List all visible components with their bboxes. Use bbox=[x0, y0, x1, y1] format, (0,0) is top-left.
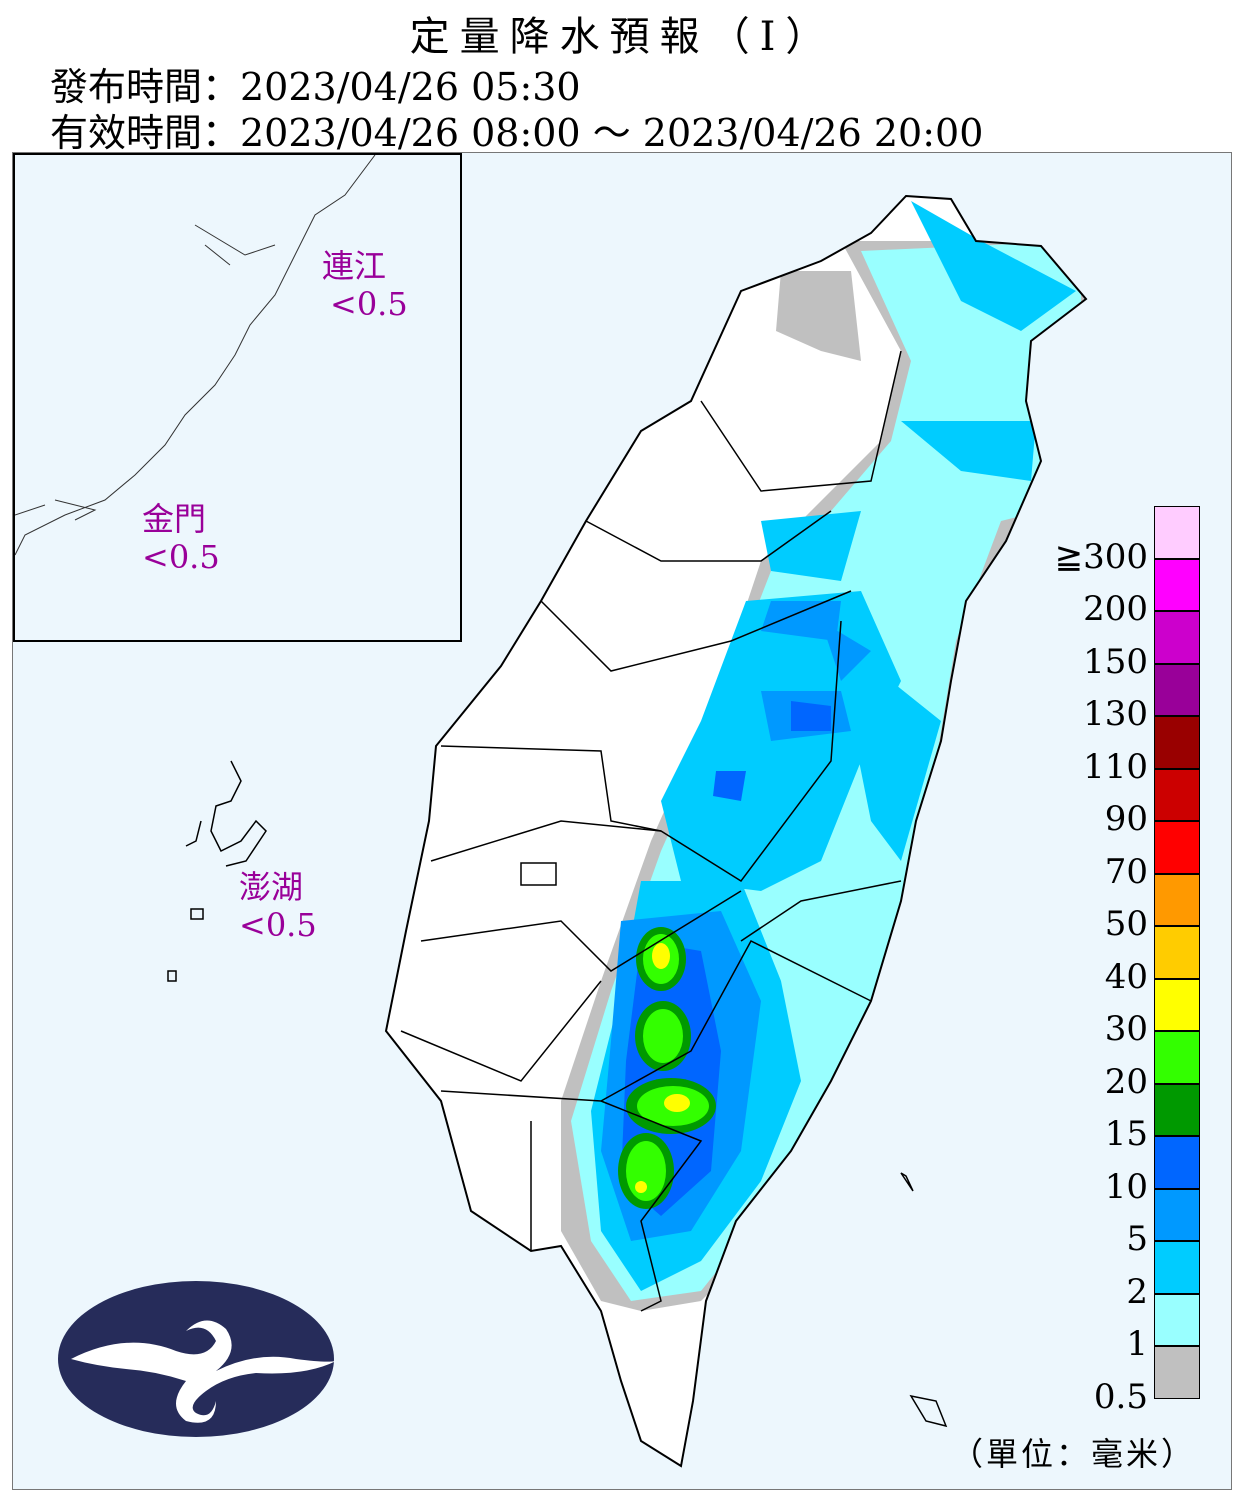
cwb-logo bbox=[58, 1281, 336, 1437]
legend-label: 2 bbox=[1126, 1271, 1148, 1312]
legend-label: ≧300 bbox=[1054, 536, 1148, 577]
taiwan-map bbox=[167, 195, 1087, 1467]
legend-label: 30 bbox=[1104, 1009, 1148, 1049]
legend-label: 20 bbox=[1104, 1061, 1148, 1102]
penghu-islands bbox=[167, 760, 557, 982]
legend-color-box bbox=[1154, 1136, 1200, 1189]
legend-color-box bbox=[1154, 663, 1200, 716]
outlying-islets bbox=[900, 1172, 948, 1428]
lienchiang-name: 連江 bbox=[322, 247, 387, 285]
kinmen-label: 金門 <0.5 bbox=[142, 500, 220, 576]
legend-label: 0.5 bbox=[1093, 1376, 1148, 1417]
legend-label: 150 bbox=[1083, 641, 1148, 682]
map-title: 定量降水預報（Ⅰ） bbox=[409, 14, 836, 60]
lienchiang-label: 連江 <0.5 bbox=[322, 247, 408, 323]
penghu-name: 澎湖 bbox=[239, 868, 304, 906]
legend-color-box bbox=[1154, 506, 1200, 559]
legend-color-box bbox=[1154, 611, 1200, 664]
valid-time: 有效時間：2023/04/26 08:00 ～ 2023/04/26 20:00 bbox=[50, 111, 984, 155]
legend-label: 5 bbox=[1126, 1219, 1148, 1259]
mainland-coast bbox=[15, 155, 376, 556]
legend-label: 15 bbox=[1104, 1114, 1148, 1154]
legend-color-box bbox=[1154, 873, 1200, 926]
penghu-label: 澎湖 <0.5 bbox=[239, 868, 317, 944]
legend-unit: （單位：毫米） bbox=[951, 1435, 1197, 1473]
county-boundaries bbox=[400, 350, 902, 1312]
legend-label: 10 bbox=[1104, 1166, 1148, 1207]
legend-color-box bbox=[1154, 716, 1200, 769]
legend-label: 200 bbox=[1083, 589, 1148, 629]
kinmen-value: <0.5 bbox=[142, 538, 220, 576]
inset-map: 連江 <0.5 金門 <0.5 bbox=[13, 153, 462, 642]
issue-time: 發布時間：2023/04/26 05:30 bbox=[50, 65, 581, 109]
legend-label: 40 bbox=[1104, 956, 1148, 997]
kinmen-name: 金門 bbox=[142, 500, 207, 538]
legend-color-box bbox=[1154, 926, 1200, 979]
legend-label: 110 bbox=[1083, 746, 1148, 787]
legend-color-box bbox=[1154, 1241, 1200, 1294]
legend-color-box bbox=[1154, 978, 1200, 1031]
legend-color-box bbox=[1154, 1346, 1200, 1399]
penghu-value: <0.5 bbox=[239, 906, 317, 944]
legend-color-box bbox=[1154, 1083, 1200, 1136]
rainfall-map: 連江 <0.5 金門 <0.5 澎湖 <0.5 ≧300 200 150 130 110… bbox=[12, 152, 1232, 1490]
legend-color-box bbox=[1154, 768, 1200, 821]
legend-color-box bbox=[1154, 821, 1200, 874]
legend-color-box bbox=[1154, 1293, 1200, 1346]
legend-label: 70 bbox=[1104, 851, 1148, 892]
legend-label: 90 bbox=[1104, 799, 1148, 839]
lienchiang-value: <0.5 bbox=[330, 285, 408, 323]
legend-label: 130 bbox=[1083, 694, 1148, 734]
legend-color-box bbox=[1154, 1188, 1200, 1241]
legend-color-box bbox=[1154, 558, 1200, 611]
legend-label: 1 bbox=[1126, 1324, 1148, 1364]
legend-color-box bbox=[1154, 1031, 1200, 1084]
legend-label: 50 bbox=[1104, 904, 1148, 944]
